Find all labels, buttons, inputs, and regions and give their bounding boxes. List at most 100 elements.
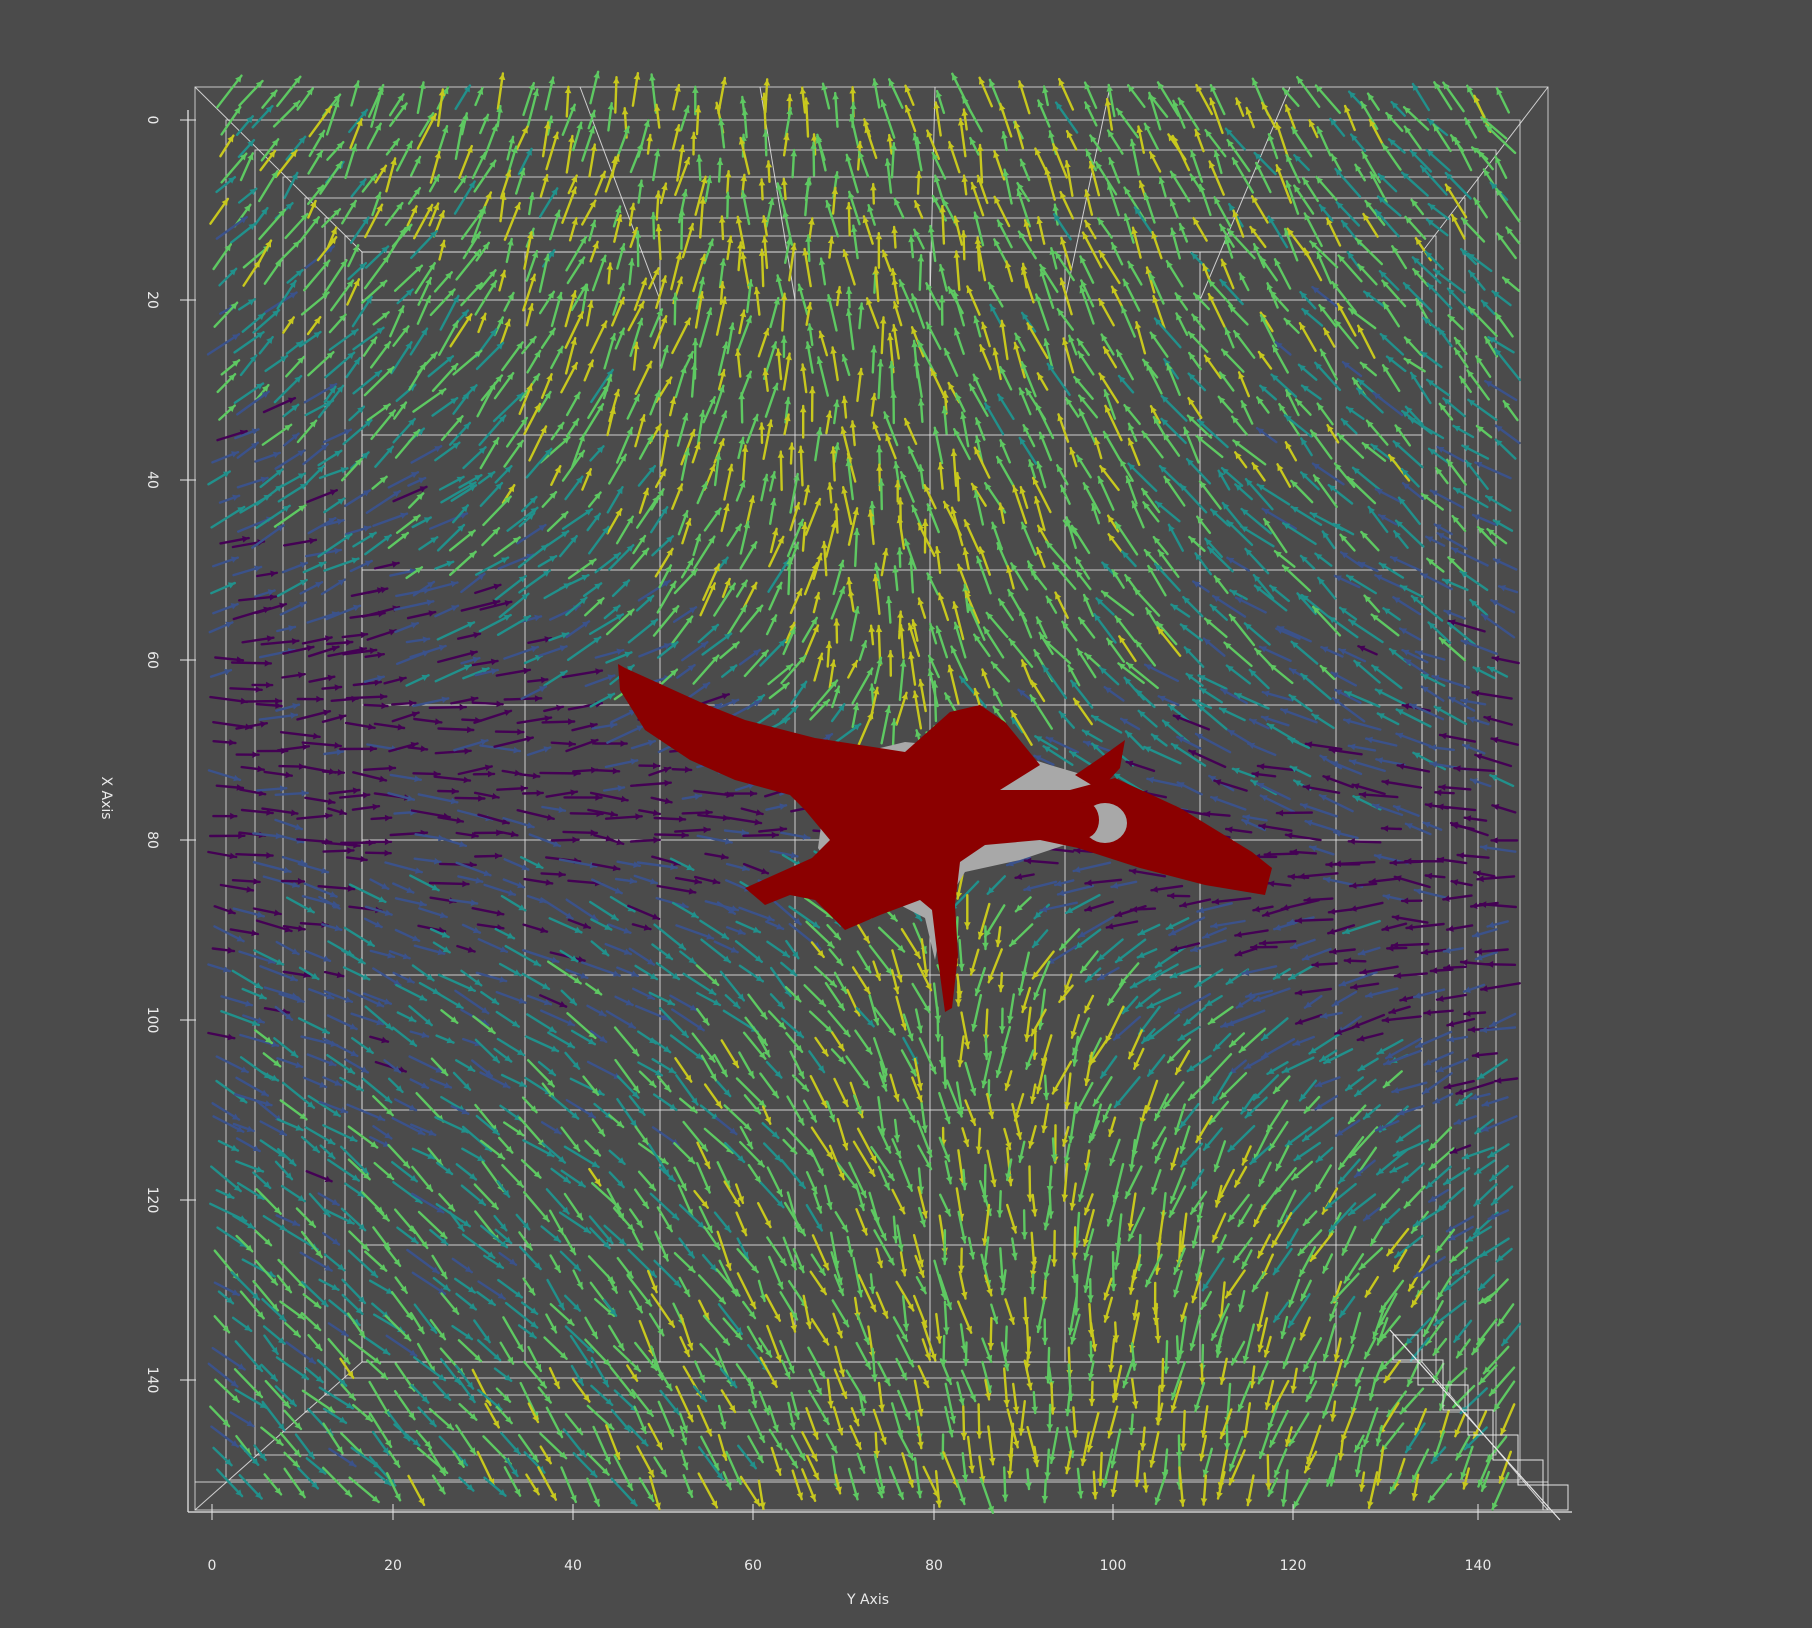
- vector-arrowhead: [1279, 404, 1286, 412]
- vector-arrowhead: [671, 606, 679, 614]
- vector-arrow: [1280, 708, 1318, 724]
- vector-arrowhead: [326, 352, 334, 359]
- vector-arrowhead: [483, 870, 491, 877]
- vector-arrowhead: [1106, 85, 1114, 92]
- vector-arrowhead: [464, 85, 470, 93]
- vector-arrowhead: [918, 680, 925, 687]
- vector-arrowhead: [306, 645, 314, 652]
- vector-arrowhead: [613, 390, 620, 397]
- vector-arrowhead: [1032, 940, 1040, 947]
- vector-arrowhead: [377, 675, 384, 682]
- vector-arrowhead: [438, 926, 445, 934]
- vector-arrowhead: [1476, 426, 1484, 433]
- vector-arrowhead: [1065, 517, 1072, 525]
- vector-arrowhead: [585, 469, 592, 477]
- vector-arrowhead: [974, 634, 981, 642]
- vector-arrowhead: [893, 986, 900, 994]
- vector-arrowhead: [939, 206, 946, 213]
- vector-arrowhead: [1251, 943, 1258, 951]
- vector-arrowhead: [338, 714, 346, 721]
- vector-arrowhead: [1320, 755, 1328, 762]
- vector-arrowhead: [1454, 338, 1462, 345]
- vector-arrowhead: [1218, 396, 1226, 404]
- vector-arrowhead: [1394, 531, 1401, 539]
- vector-arrowhead: [615, 614, 623, 621]
- vector-arrowhead: [894, 481, 902, 488]
- vector-arrowhead: [1348, 743, 1356, 751]
- vector-arrowhead: [950, 449, 958, 457]
- vector-arrowhead: [382, 256, 389, 263]
- vector-arrowhead: [790, 706, 798, 713]
- vector-arrow: [255, 504, 291, 529]
- vector-arrowhead: [945, 693, 952, 701]
- vector-arrowhead: [993, 689, 1000, 697]
- vector-arrow: [522, 949, 560, 963]
- vector-arrowhead: [1083, 595, 1090, 602]
- vector-arrowhead: [1297, 77, 1304, 85]
- vector-arrowhead: [1073, 866, 1081, 873]
- vector-arrowhead: [1117, 350, 1123, 358]
- vector-arrow: [429, 512, 469, 530]
- vector-arrowhead: [607, 103, 615, 110]
- vector-arrowhead: [585, 509, 592, 516]
- vector-arrowhead: [253, 878, 260, 885]
- vector-arrowhead: [911, 505, 918, 513]
- vector-arrowhead: [352, 787, 360, 795]
- vector-arrowhead: [663, 766, 671, 773]
- vector-arrowhead: [1312, 287, 1320, 294]
- vector-arrow: [230, 661, 273, 665]
- vector-arrow: [324, 351, 356, 379]
- vector-arrowhead: [1257, 428, 1265, 435]
- vector-arrowhead: [1397, 763, 1405, 770]
- vector-arrowhead: [1088, 161, 1095, 169]
- vector-arrowhead: [938, 593, 945, 601]
- vector-arrowhead: [1305, 741, 1313, 748]
- vector-arrowhead: [459, 176, 466, 184]
- vector-arrow: [496, 614, 532, 636]
- vector-arrowhead: [1004, 261, 1012, 269]
- vector-arrowhead: [1227, 229, 1235, 237]
- vector-arrowhead: [1290, 848, 1297, 856]
- vector-arrow: [1256, 764, 1297, 772]
- vector-arrowhead: [1488, 337, 1496, 344]
- vector-arrowhead: [738, 138, 746, 145]
- vector-arrowhead: [1106, 923, 1114, 930]
- vector-arrowhead: [925, 983, 932, 991]
- vector-arrowhead: [803, 98, 810, 105]
- vector-arrowhead: [655, 225, 663, 232]
- vector-arrowhead: [1255, 163, 1262, 170]
- vector-arrowhead: [974, 447, 981, 455]
- vector-arrowhead: [1176, 313, 1183, 321]
- vector-arrow: [680, 208, 684, 251]
- vector-arrowhead: [411, 206, 417, 214]
- vector-arrowhead: [1332, 999, 1340, 1006]
- vector-arrow: [363, 366, 395, 397]
- vector-arrowhead: [927, 669, 935, 677]
- vector-arrowhead: [1326, 218, 1333, 226]
- vector-arrowhead: [1218, 470, 1225, 478]
- vector-arrow: [1253, 987, 1291, 1002]
- vector-arrow: [1226, 138, 1251, 173]
- vector-arrowhead: [261, 391, 269, 398]
- vector-arrowhead: [999, 599, 1006, 607]
- vector-arrowhead: [700, 642, 708, 649]
- vector-arrow: [959, 117, 967, 158]
- vector-arrowhead: [857, 303, 865, 310]
- vector-arrowhead: [1496, 88, 1503, 96]
- vector-arrowhead: [1394, 972, 1402, 979]
- vector-arrowhead: [1193, 699, 1201, 706]
- vector-arrowhead: [1496, 189, 1503, 196]
- vector-arrowhead: [1244, 623, 1252, 630]
- vector-arrowhead: [368, 723, 375, 731]
- vector-arrowhead: [681, 414, 689, 421]
- vector-arrowhead: [955, 891, 963, 899]
- vector-arrow: [323, 259, 348, 294]
- vector-arrowhead: [1084, 190, 1091, 198]
- vector-arrowhead: [1467, 370, 1474, 378]
- vector-arrowhead: [1144, 550, 1152, 557]
- vector-arrowhead: [468, 181, 475, 189]
- vector-arrow: [715, 296, 727, 336]
- vector-arrowhead: [676, 277, 683, 285]
- vector-arrowhead: [1199, 184, 1206, 192]
